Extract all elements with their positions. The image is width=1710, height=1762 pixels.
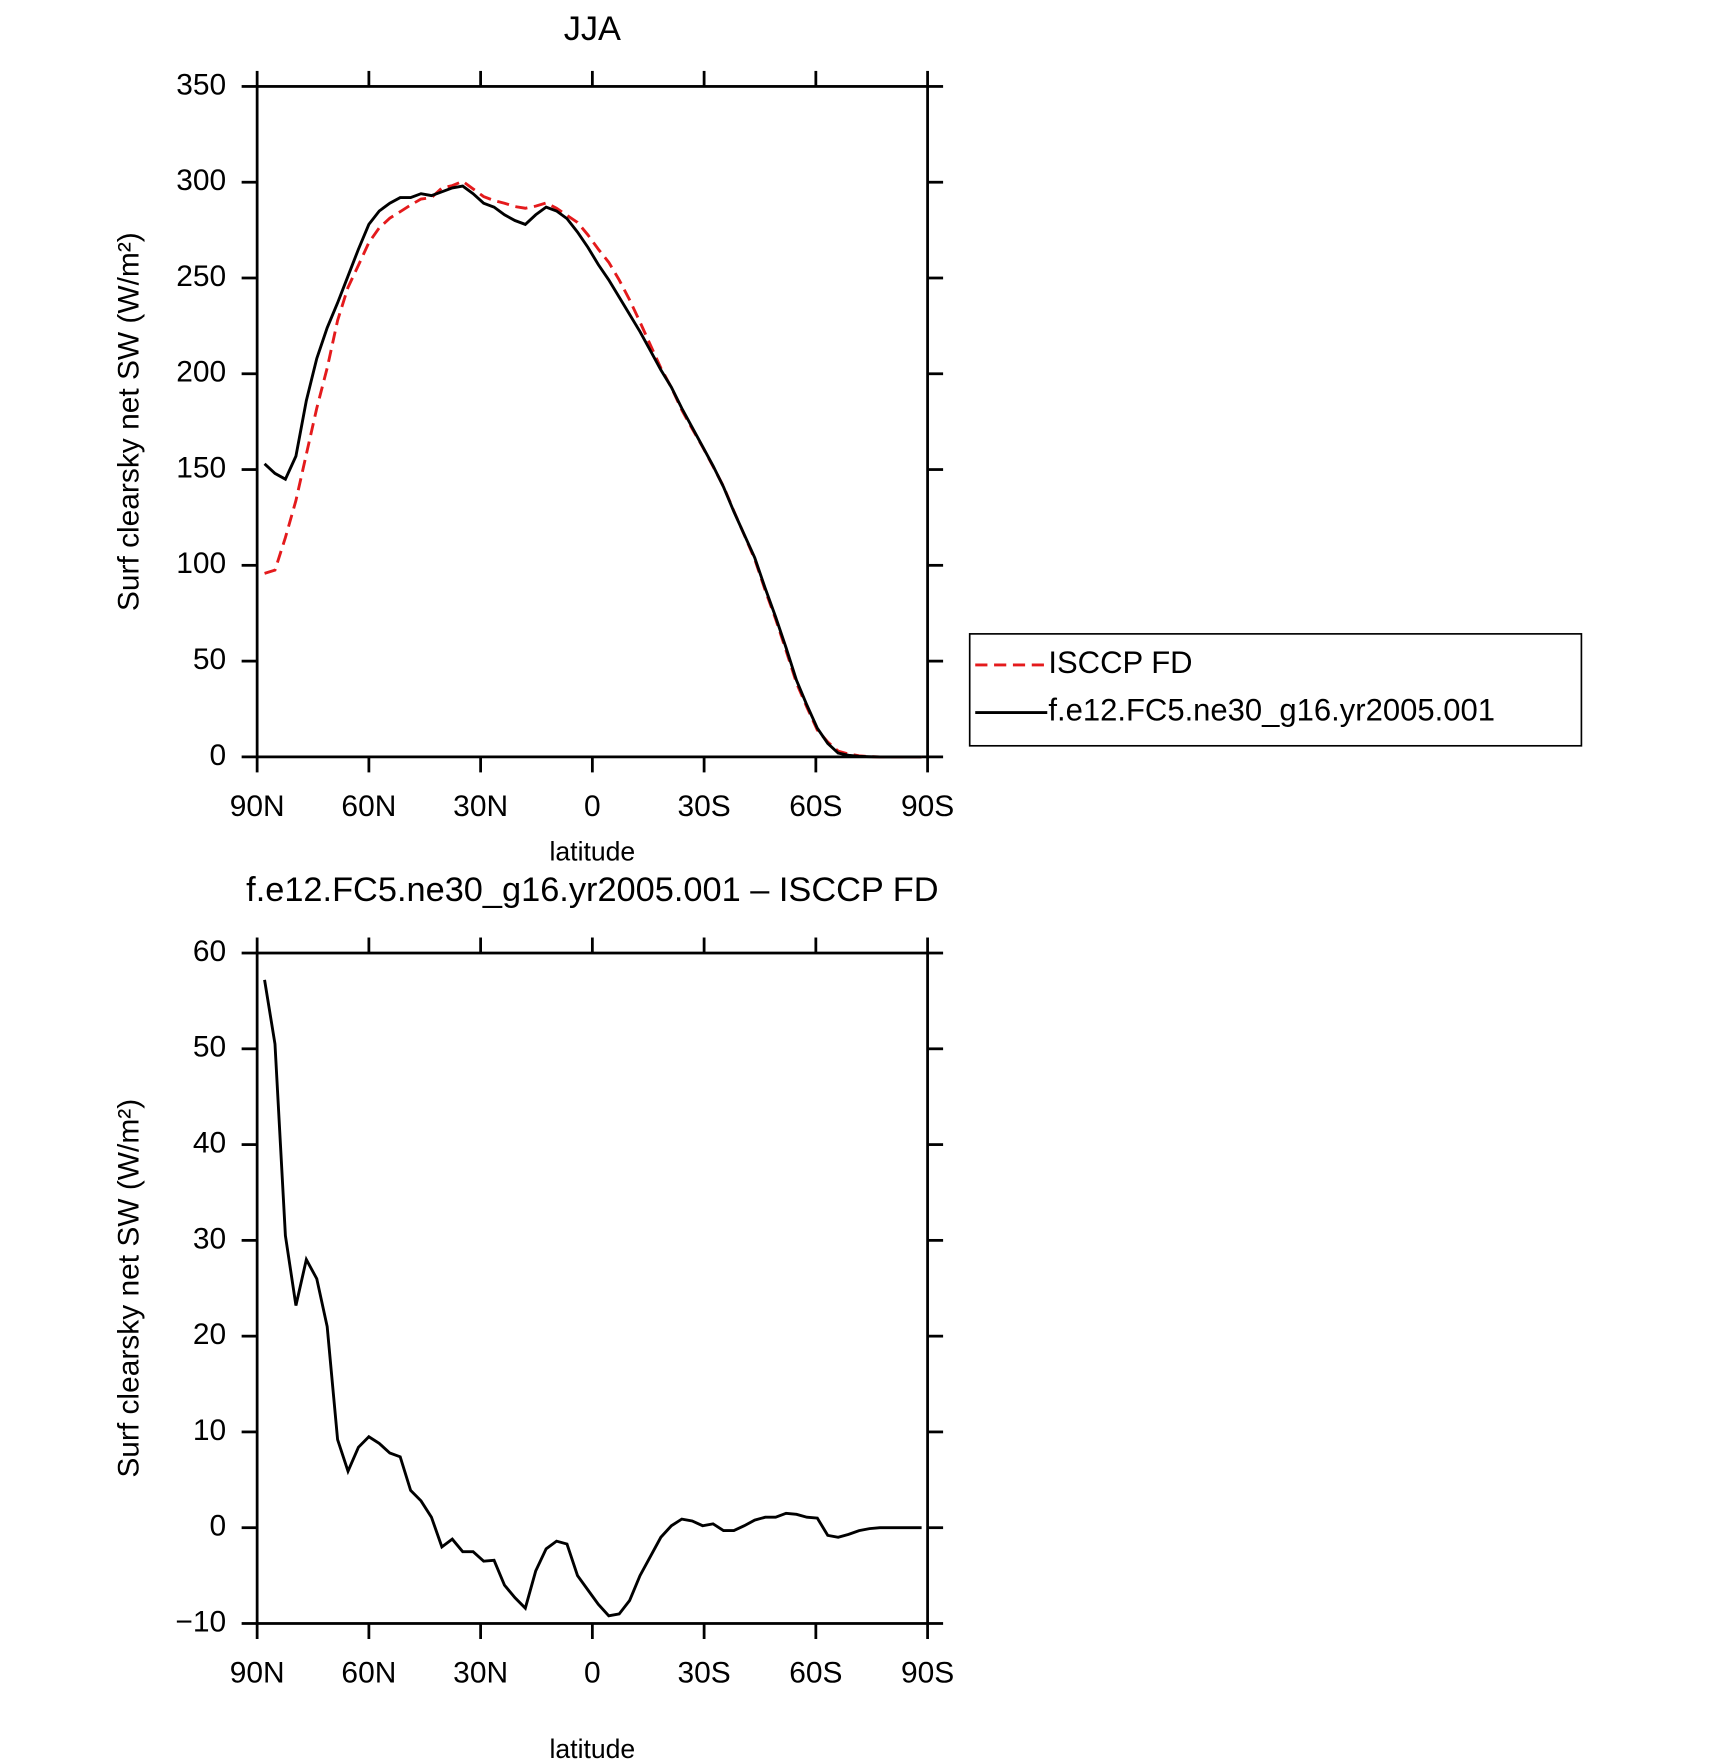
x-axis-label: latitude bbox=[550, 836, 636, 866]
data-line bbox=[264, 179, 922, 759]
y-tick-label: −10 bbox=[175, 1605, 226, 1638]
plot-frame bbox=[255, 85, 929, 759]
y-tick-label: 50 bbox=[193, 643, 226, 676]
x-tick-label: 0 bbox=[584, 1656, 601, 1689]
y-tick-label: 0 bbox=[209, 739, 226, 772]
y-tick-label: 200 bbox=[176, 356, 226, 389]
x-tick-label: 30S bbox=[677, 790, 730, 823]
chart-title: f.e12.FC5.ne30_g16.yr2005.001 – ISCCP FD bbox=[246, 871, 938, 909]
x-tick-label: 90N bbox=[230, 790, 285, 823]
x-axis-label: latitude bbox=[550, 1734, 636, 1762]
y-tick-label: 60 bbox=[193, 935, 226, 968]
x-tick-label: 60N bbox=[341, 1656, 396, 1689]
y-tick-label: 0 bbox=[209, 1510, 226, 1543]
data-line bbox=[263, 979, 922, 1618]
y-tick-label: 30 bbox=[193, 1222, 226, 1255]
x-tick-label: 60S bbox=[789, 1656, 842, 1689]
x-tick-label: 90S bbox=[901, 790, 954, 823]
y-tick-label: 100 bbox=[176, 547, 226, 580]
x-tick-label: 0 bbox=[584, 790, 601, 823]
data-line bbox=[263, 184, 922, 759]
plot-frame bbox=[255, 951, 929, 1625]
x-tick-label: 30S bbox=[677, 1656, 730, 1689]
x-tick-label: 60S bbox=[789, 790, 842, 823]
y-axis-label: Surf clearsky net SW (W/m²) bbox=[113, 1099, 146, 1478]
y-tick-label: 150 bbox=[176, 451, 226, 484]
chart-title: JJA bbox=[564, 10, 621, 48]
x-tick-label: 90N bbox=[230, 1656, 285, 1689]
y-tick-label: 50 bbox=[193, 1031, 226, 1064]
y-tick-label: 20 bbox=[193, 1318, 226, 1351]
y-tick-label: 40 bbox=[193, 1126, 226, 1159]
x-tick-label: 30N bbox=[453, 790, 508, 823]
y-axis-label: Surf clearsky net SW (W/m²) bbox=[113, 232, 146, 611]
legend-label: ISCCP FD bbox=[1048, 645, 1192, 680]
y-tick-label: 300 bbox=[176, 164, 226, 197]
x-tick-label: 60N bbox=[341, 790, 396, 823]
legend-box bbox=[968, 633, 1583, 747]
y-tick-label: 350 bbox=[176, 68, 226, 101]
y-tick-label: 10 bbox=[193, 1414, 226, 1447]
x-tick-label: 30N bbox=[453, 1656, 508, 1689]
y-tick-label: 250 bbox=[176, 260, 226, 293]
legend-label: f.e12.FC5.ne30_g16.yr2005.001 bbox=[1048, 693, 1495, 728]
x-tick-label: 90S bbox=[901, 1656, 954, 1689]
